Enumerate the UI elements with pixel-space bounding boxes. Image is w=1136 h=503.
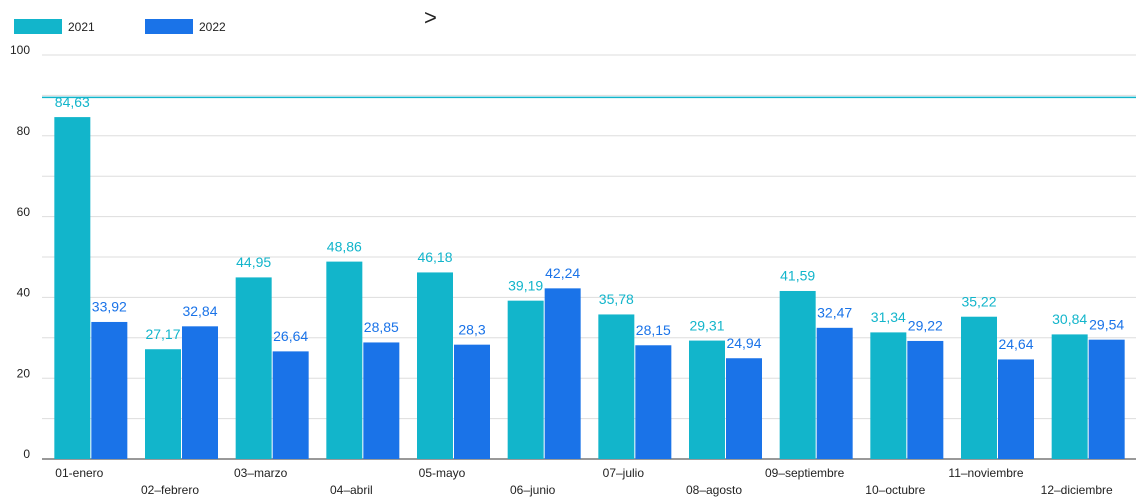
x-tick-label: 03–marzo: [234, 466, 288, 480]
bar: [779, 290, 816, 459]
value-label: 24,64: [998, 336, 1033, 352]
value-label: 41,59: [780, 268, 815, 284]
value-label: 28,3: [458, 321, 485, 337]
value-label: 35,78: [599, 291, 634, 307]
value-label: 29,54: [1089, 316, 1124, 332]
bar: [689, 340, 725, 459]
value-label: 28,85: [364, 319, 399, 335]
x-tick-label: 02–febrero: [141, 483, 199, 497]
x-tick-label: 12–diciembre: [1041, 483, 1113, 497]
y-tick-label: 20: [17, 366, 31, 380]
value-label: 26,64: [273, 328, 308, 344]
bar: [816, 327, 853, 459]
bar: [272, 351, 309, 459]
y-tick-label: 80: [17, 124, 31, 138]
bar: [363, 342, 400, 459]
bar: [454, 344, 490, 459]
bar: [235, 277, 272, 459]
legend-swatch: [145, 19, 193, 34]
y-tick-label: 40: [17, 286, 31, 300]
value-label: 35,22: [961, 293, 996, 309]
bar: [870, 332, 907, 459]
bar: [507, 300, 544, 459]
bar: [182, 326, 218, 459]
x-tick-label: 11–noviembre: [948, 466, 1023, 480]
value-label: 84,63: [55, 94, 90, 110]
x-tick-label: 08–agosto: [686, 483, 742, 497]
value-label: 32,47: [817, 305, 852, 321]
value-label: 46,18: [417, 249, 452, 265]
bar: [91, 321, 128, 459]
bar: [998, 359, 1034, 459]
x-tick-label: 04–abril: [330, 483, 373, 497]
legend-label: 2021: [68, 20, 95, 34]
bar: [1088, 339, 1125, 459]
bar: [1051, 334, 1088, 459]
x-tick-label: 09–septiembre: [765, 466, 845, 480]
value-label: 28,15: [636, 322, 671, 338]
bar: [726, 358, 762, 459]
value-label: 31,34: [871, 309, 906, 325]
legend-swatch: [14, 19, 62, 34]
bar: [961, 316, 997, 459]
value-label: 48,86: [327, 238, 362, 254]
value-label: 30,84: [1052, 311, 1087, 327]
annotation: >: [424, 5, 437, 30]
bar: [54, 117, 91, 460]
x-tick-label: 10–octubre: [865, 483, 925, 497]
value-label: 33,92: [92, 299, 127, 315]
value-label: 29,31: [689, 317, 724, 333]
bar: [544, 288, 581, 459]
value-label: 29,22: [908, 318, 943, 334]
x-tick-label: 01-enero: [55, 466, 103, 480]
bar: [907, 340, 944, 459]
bar: [326, 261, 363, 459]
value-label: 39,19: [508, 277, 543, 293]
value-label: 32,84: [182, 303, 217, 319]
value-label: 24,94: [726, 335, 761, 351]
legend-label: 2022: [199, 20, 226, 34]
x-tick-label: 07–julio: [603, 466, 645, 480]
y-tick-label: 0: [23, 447, 30, 461]
x-tick-label: 06–junio: [510, 483, 556, 497]
bar: [635, 345, 672, 459]
bar: [598, 314, 635, 459]
value-label: 27,17: [145, 326, 180, 342]
x-tick-label: 05-mayo: [419, 466, 466, 480]
value-label: 44,95: [236, 254, 271, 270]
y-tick-label: 60: [17, 205, 31, 219]
y-tick-label: 100: [10, 43, 30, 57]
bar: [145, 349, 181, 459]
value-label: 42,24: [545, 265, 580, 281]
bar: [417, 272, 453, 459]
